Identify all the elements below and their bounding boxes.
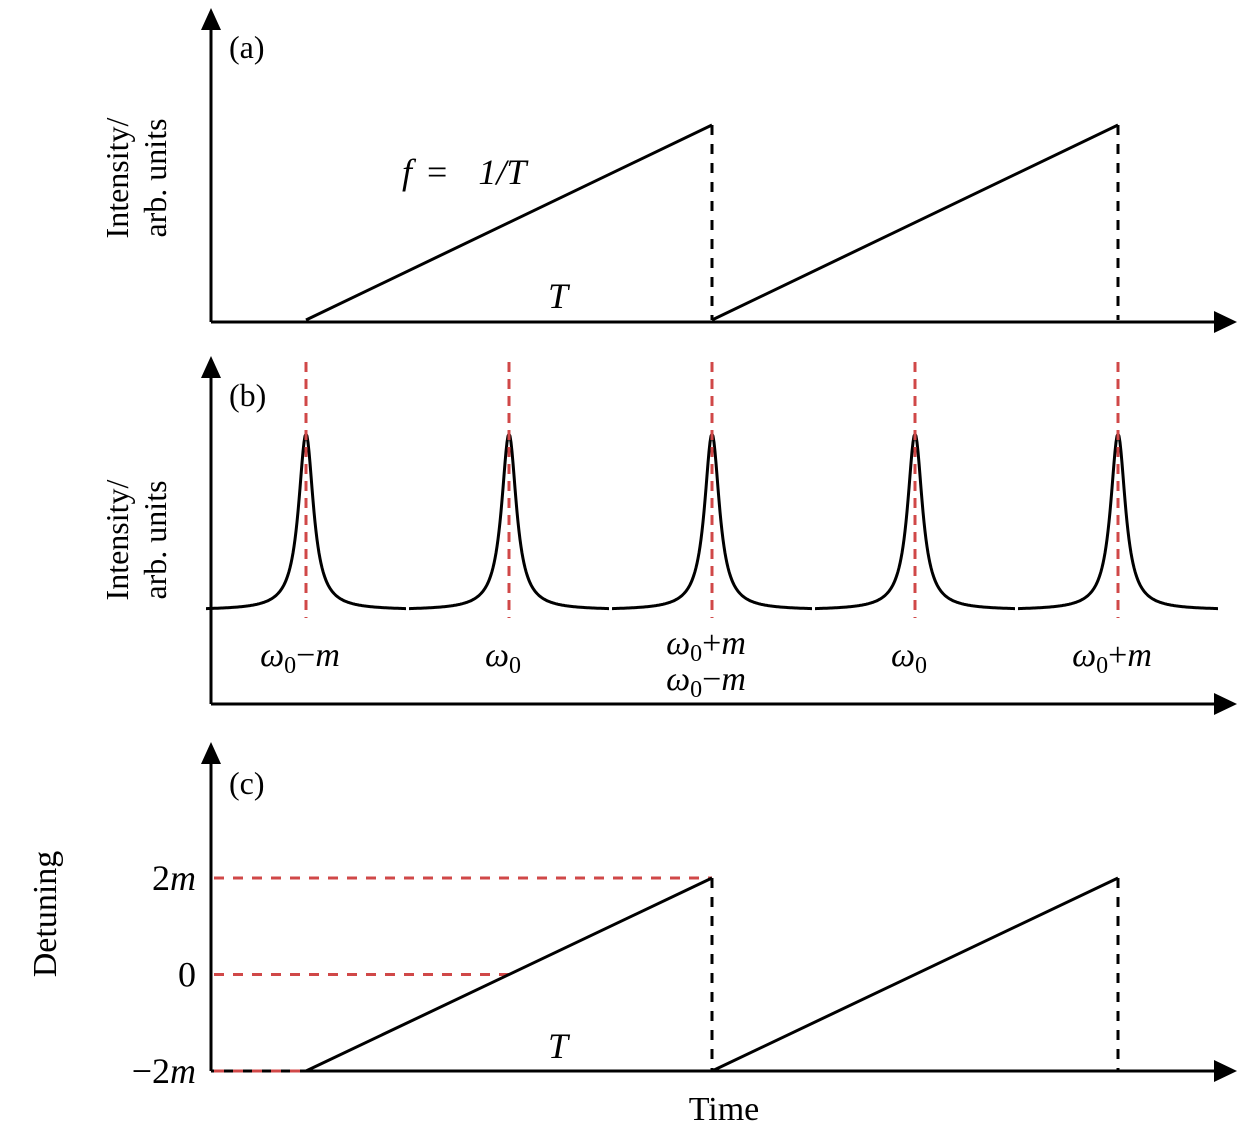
panel-a-tag: (a) [229, 29, 265, 65]
peak-label-var: m [315, 637, 340, 674]
peak-label-subscript: 0 [509, 653, 521, 679]
y-tick-number: 0 [178, 955, 196, 995]
peak-label-operator: − [702, 661, 721, 698]
peak-label: ω0 [891, 637, 927, 679]
peak-label-subscript: 0 [690, 677, 702, 703]
detuning-ramp-line [711, 876, 1119, 1073]
y-tick-label: 2m [152, 858, 196, 898]
formula-f: f [402, 152, 417, 192]
peak-label-omega: ω [260, 637, 284, 674]
panel-c-period-label: T [548, 1026, 571, 1066]
peak-label-var: m [721, 661, 746, 698]
panel-a-x-arrow-icon [1214, 311, 1237, 333]
panel-b-ylabel-line2: arb. units [137, 480, 173, 599]
y-tick-label: 0 [178, 955, 196, 995]
panel-c-ylabel: Detuning [27, 851, 64, 978]
panel-a-period-label: T [548, 276, 571, 316]
panel-a-ylabel: Intensity/ arb. units [99, 117, 173, 238]
peak-label-operator: + [702, 625, 721, 662]
ramp-line [711, 123, 1119, 322]
peak-label-omega: ω [666, 625, 690, 662]
y-tick-number: −2 [132, 1051, 170, 1091]
panel-c-y-arrow-icon [201, 742, 221, 764]
peak-label-operator: − [296, 637, 315, 674]
peak-label-subscript: 0 [1096, 653, 1108, 679]
panel-a-ylabel-line1: Intensity/ [99, 117, 135, 238]
panel-c-xlabel: Time [689, 1091, 760, 1128]
peak-label-subscript: 0 [690, 641, 702, 667]
panel-b-x-arrow-icon [1214, 693, 1237, 715]
peak-label: ω0−m [666, 661, 746, 703]
peak-label-omega: ω [1072, 637, 1096, 674]
panel-a: (a) Intensity/ arb. units f = 1/T T [99, 8, 1237, 333]
y-tick-var: m [170, 1051, 196, 1091]
peak-label: ω0−m [260, 637, 340, 679]
panel-c-tag: (c) [229, 765, 265, 801]
panel-a-y-arrow-icon [201, 8, 221, 30]
peak-label-var: m [721, 625, 746, 662]
peak-label-var: m [1127, 637, 1152, 674]
peak-label: ω0 [485, 637, 521, 679]
peak-label: ω0+m [1072, 637, 1152, 679]
y-tick-label: −2m [132, 1051, 196, 1091]
panel-b-tag: (b) [229, 377, 266, 413]
panel-b-y-arrow-icon [201, 356, 221, 378]
peak-label-omega: ω [485, 637, 509, 674]
ramp-line [305, 123, 713, 322]
peak-label: ω0+m [666, 625, 746, 667]
y-tick-var: m [170, 858, 196, 898]
y-tick-number: 2 [152, 858, 170, 898]
panel-a-formula: f = 1/T [402, 152, 529, 192]
peak-label-subscript: 0 [284, 653, 296, 679]
peak-label-subscript: 0 [915, 653, 927, 679]
panel-a-ylabel-line2: arb. units [137, 118, 173, 237]
detuning-ramp-line [305, 876, 713, 1073]
peak-label-omega: ω [666, 661, 690, 698]
formula-rhs: 1/T [478, 152, 529, 192]
peak-label-omega: ω [891, 637, 915, 674]
panel-c-x-arrow-icon [1214, 1060, 1237, 1082]
panel-b-ylabel: Intensity/ arb. units [99, 479, 173, 600]
peak-label-operator: + [1108, 637, 1127, 674]
panel-b-ylabel-line1: Intensity/ [99, 479, 135, 600]
panel-b: (b) Intensity/ arb. units ω0−m ω0ω0+mω0−m… [99, 356, 1237, 715]
formula-eq: = [427, 152, 447, 192]
